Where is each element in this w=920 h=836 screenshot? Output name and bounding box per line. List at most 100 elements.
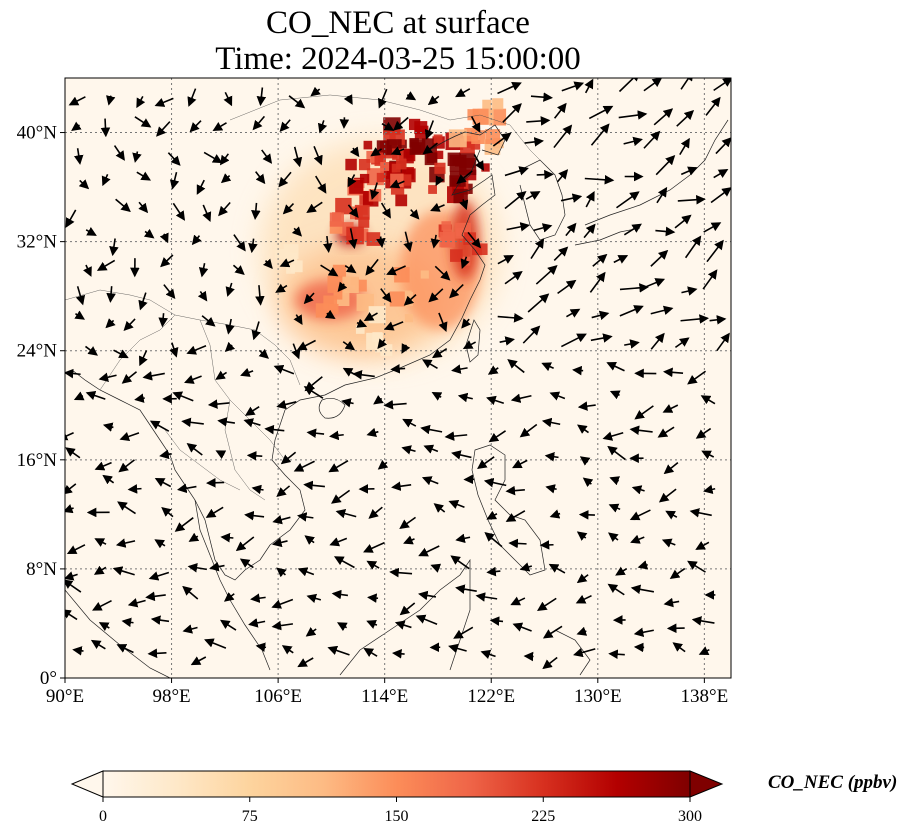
wind-arrow	[489, 616, 504, 626]
wind-arrow	[560, 333, 587, 348]
colorbar-tick-label: 150	[385, 808, 409, 825]
wind-arrow	[623, 136, 643, 147]
wind-arrow	[383, 321, 404, 331]
wind-arrow	[105, 318, 116, 329]
wind-arrow	[347, 174, 357, 188]
wind-arrow	[219, 619, 237, 631]
co-cell	[434, 162, 446, 174]
wind-arrow	[700, 395, 716, 405]
wind-arrow	[643, 78, 663, 92]
wind-arrow	[90, 639, 106, 650]
co-cell	[315, 303, 330, 318]
wind-arrow	[121, 371, 138, 384]
wind-arrow	[572, 365, 584, 376]
wind-arrow	[566, 308, 581, 318]
wind-arrow	[272, 537, 288, 548]
wind-arrow	[370, 147, 383, 157]
wind-arrow	[650, 332, 665, 350]
wind-arrow	[75, 286, 86, 306]
wind-arrow	[691, 616, 715, 626]
wind-arrow	[402, 418, 417, 428]
wind-arrow	[102, 422, 114, 432]
wind-arrow	[383, 399, 407, 410]
colorbar-tick-label: 0	[99, 808, 107, 825]
co-cell	[456, 228, 465, 237]
wind-arrow	[148, 571, 170, 581]
wind-arrow	[160, 254, 174, 268]
wind-arrow	[530, 92, 553, 102]
wind-arrow	[251, 484, 264, 495]
wind-arrow	[510, 596, 526, 606]
wind-arrow	[113, 349, 129, 359]
wind-arrow	[565, 222, 577, 237]
wind-arrow	[121, 617, 134, 628]
wind-arrow	[376, 236, 386, 249]
wind-arrow	[616, 191, 640, 209]
wind-arrow	[530, 238, 545, 260]
wind-arrow	[377, 459, 389, 470]
wind-arrow	[83, 264, 92, 277]
wind-arrow	[98, 372, 117, 382]
wind-arrow	[305, 627, 317, 637]
wind-arrow	[206, 477, 225, 488]
wind-arrow	[335, 508, 357, 519]
wind-arrow	[619, 283, 649, 293]
wind-arrow	[93, 565, 107, 575]
wind-arrow	[65, 609, 78, 621]
co-cell	[402, 290, 412, 300]
wind-arrow	[215, 450, 227, 460]
wind-arrow	[391, 649, 405, 659]
wind-arrow	[118, 459, 135, 473]
wind-arrow	[217, 417, 236, 427]
wind-arrow	[451, 450, 472, 460]
wind-arrow	[329, 430, 344, 441]
wind-arrow	[177, 483, 197, 494]
colorbar-tick-label: 225	[531, 808, 555, 825]
co-cell	[354, 279, 367, 292]
wind-arrow	[84, 345, 98, 356]
wind-arrow	[219, 153, 230, 166]
wind-arrow	[609, 390, 621, 400]
wind-arrow	[506, 222, 531, 232]
wind-arrow	[561, 81, 585, 92]
wind-arrow	[695, 541, 710, 550]
wind-arrow	[399, 516, 416, 530]
wind-arrow	[504, 166, 529, 177]
wind-arrow	[633, 642, 645, 653]
wind-arrow	[262, 258, 273, 270]
wind-arrow	[380, 202, 391, 219]
wind-arrow	[205, 506, 224, 518]
wind-arrow	[415, 614, 438, 625]
wind-arrow	[541, 417, 561, 428]
wind-arrow	[486, 510, 498, 520]
co-cell	[328, 303, 339, 315]
wind-arrow	[680, 166, 698, 176]
lon-tick-label: 98°E	[152, 686, 190, 707]
lat-tick-label: 32°N	[17, 232, 58, 253]
wind-arrow	[154, 478, 172, 488]
wind-arrow	[201, 315, 216, 327]
wind-arrow	[380, 288, 392, 303]
wind-arrow	[624, 339, 640, 349]
wind-arrow	[433, 503, 446, 513]
wind-arrow	[713, 168, 729, 179]
wind-arrow	[421, 359, 438, 370]
wind-arrow	[710, 187, 731, 204]
wind-arrow	[455, 88, 471, 98]
wind-arrow	[320, 264, 339, 277]
wind-vectors	[65, 78, 731, 670]
wind-arrow	[650, 249, 669, 267]
co-cell	[492, 98, 504, 110]
co-cell	[481, 163, 490, 172]
chart-title-line2: Time: 2024-03-25 15:00:00	[215, 41, 581, 77]
wind-arrow	[73, 148, 84, 165]
wind-arrow	[240, 367, 254, 377]
wind-arrow	[327, 645, 350, 656]
wind-arrow	[607, 445, 626, 461]
map-frame	[64, 77, 732, 679]
lon-tick-label: 106°E	[254, 686, 302, 707]
wind-arrow	[497, 82, 522, 95]
wind-arrow	[293, 314, 303, 326]
wind-arrow	[556, 169, 569, 183]
wind-arrow	[658, 488, 677, 503]
